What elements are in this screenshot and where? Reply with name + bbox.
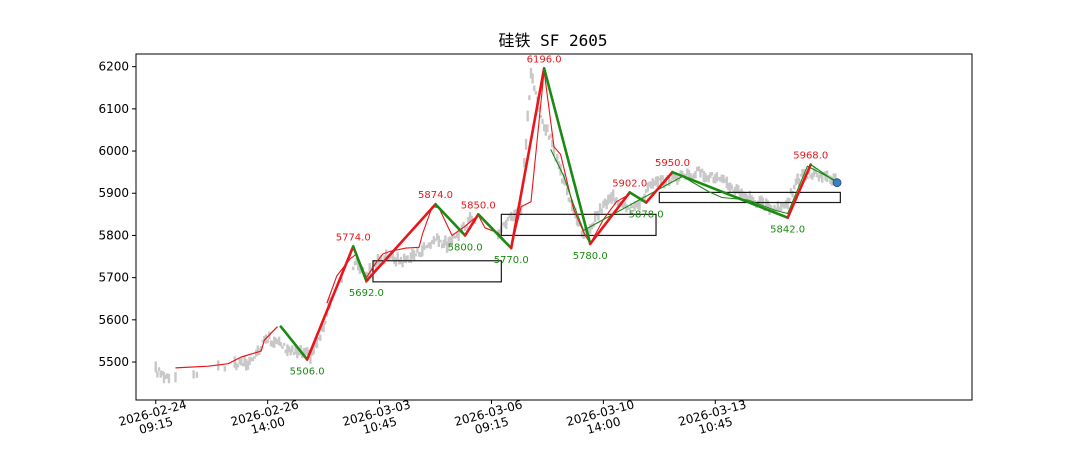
y-tick-label: 5700 [98,271,129,285]
up-stroke-segment [305,245,355,361]
chart-title: 硅铁 SF 2605 [498,31,607,50]
pivot-label: 5842.0 [770,225,805,236]
pivot-label: 5968.0 [793,151,828,162]
pivot-box [500,213,657,237]
sub-trend-line [175,326,278,369]
up-stroke-segment [644,170,674,204]
down-stroke-segment [279,325,309,361]
up-stroke-segment [463,213,480,237]
sub-trend-line [326,70,630,304]
down-stroke-segment [434,202,467,237]
pivot-label: 5800.0 [448,242,483,253]
down-stroke-segment [542,67,592,246]
up-stroke-segment [588,191,632,246]
plot-area: 5506.0 5774.0 5692.0 5874.0 5800.0 5850.0 5770… [154,54,842,384]
pivot-box [372,260,502,283]
y-tick-label: 6100 [98,102,129,116]
down-stroke-segment [810,163,838,184]
pivot-label: 5506.0 [290,366,325,377]
pivot-label: 5874.0 [418,190,453,201]
last-price-marker [832,178,842,188]
y-tick-label: 5900 [98,186,129,200]
pivot-label: 5770.0 [494,255,529,266]
pivot-label: 5902.0 [612,178,647,189]
down-stroke-segment [671,170,789,220]
sub-trend-line [550,149,838,231]
y-tick-label: 5500 [98,355,129,369]
pivot-label: 5878.0 [629,210,664,221]
pivot-label: 5850.0 [461,200,496,211]
y-tick-label: 5600 [98,313,129,327]
up-stroke-segment [365,202,437,283]
y-tick-label: 6000 [98,144,129,158]
down-stroke-segment [476,213,513,250]
axes: 5500 5600 5700 5800 5900 6000 6100 6200 2026-02-… [98,60,748,437]
pivot-label: 5780.0 [573,251,608,262]
down-stroke-segment [351,245,368,283]
plot-frame [135,53,973,401]
down-stroke-segment [628,191,648,204]
pivot-label: 5692.0 [349,288,384,299]
y-tick-label: 6200 [98,60,129,74]
pivot-label: 6196.0 [527,54,562,65]
up-stroke-segment [509,67,546,250]
pivot-label: 5774.0 [336,232,371,243]
pivot-label: 5950.0 [655,158,690,169]
y-tick-label: 5800 [98,228,129,242]
up-stroke-segment [786,163,813,220]
